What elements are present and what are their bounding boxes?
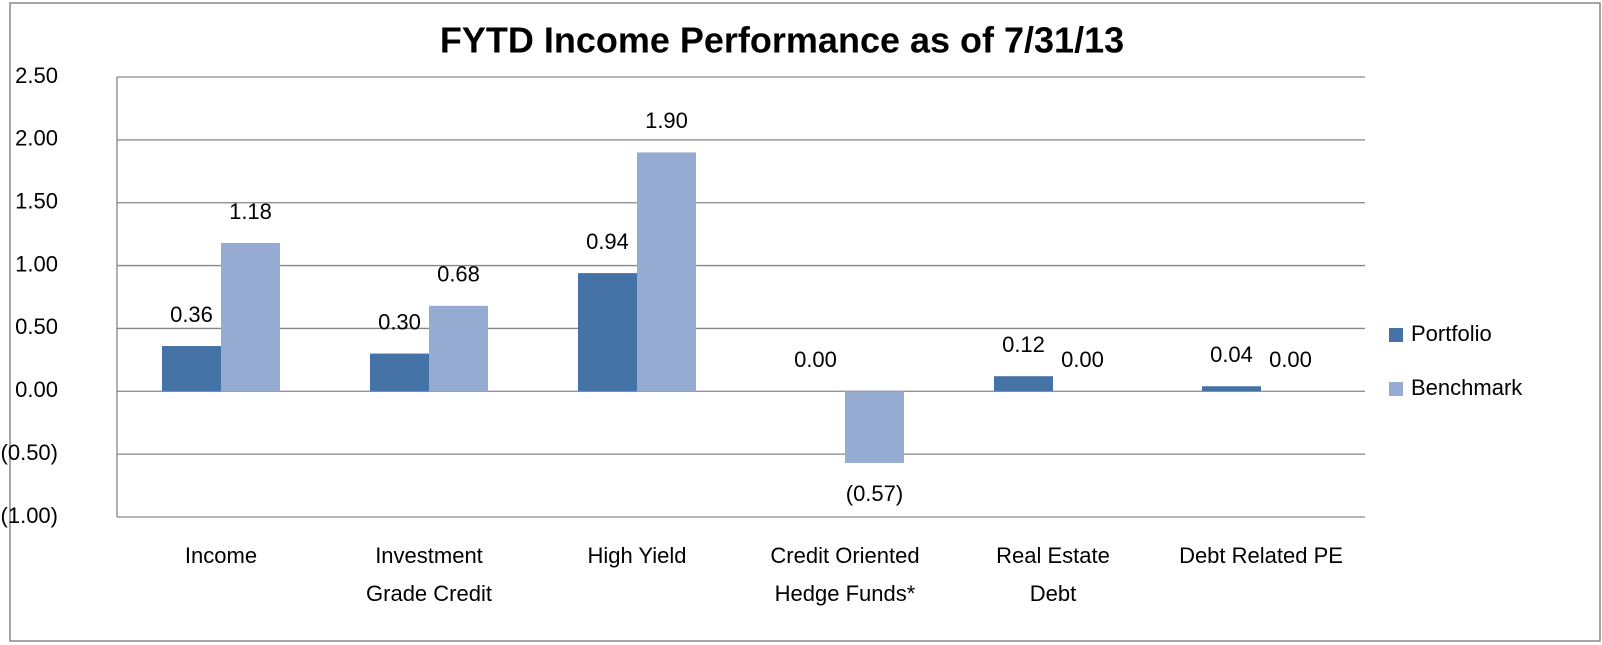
- y-tick-label: (1.00): [1, 503, 58, 528]
- chart-title: FYTD Income Performance as of 7/31/13: [440, 20, 1124, 61]
- y-tick-label: 2.00: [15, 126, 58, 151]
- data-label: (0.57): [846, 481, 903, 506]
- bar: [221, 242, 280, 392]
- legend-label: Benchmark: [1411, 375, 1523, 400]
- data-label: 1.18: [229, 199, 272, 224]
- x-tick-label: Investment Grade Credit: [366, 543, 492, 606]
- bar: [845, 391, 904, 463]
- data-label: 0.00: [1269, 347, 1312, 372]
- data-label: 0.36: [170, 302, 213, 327]
- bar: [1202, 386, 1261, 392]
- y-tick-label: 1.50: [15, 189, 58, 214]
- legend-swatch: [1389, 382, 1403, 396]
- y-tick-label: 2.50: [15, 63, 58, 88]
- data-label: 0.04: [1210, 342, 1253, 367]
- x-tick-label-box: Investment Grade Credit: [366, 543, 492, 606]
- legend-swatch: [1389, 328, 1403, 342]
- bar: [994, 376, 1053, 392]
- bar: [637, 152, 696, 392]
- data-label: 0.68: [437, 262, 480, 287]
- y-tick-label: 1.00: [15, 251, 58, 276]
- legend-label: Portfolio: [1411, 321, 1492, 346]
- x-tick-label-box: Income: [184, 543, 258, 568]
- bar: [162, 346, 221, 392]
- x-tick-label-box: Real Estate Debt: [996, 543, 1110, 606]
- bar: [429, 305, 488, 392]
- data-label: 1.90: [645, 108, 688, 133]
- bar: [370, 353, 429, 392]
- data-label: 0.00: [794, 347, 837, 372]
- x-tick-label: Debt Related PE: [1179, 543, 1343, 568]
- x-tick-label: High Yield: [587, 543, 687, 568]
- y-tick-label: (0.50): [1, 440, 58, 465]
- data-label: 0.94: [586, 229, 629, 254]
- x-tick-label: Income: [184, 543, 258, 568]
- x-tick-label-box: Credit Oriented Hedge Funds*: [770, 543, 920, 606]
- x-tick-label-box: Debt Related PE: [1179, 543, 1343, 568]
- data-label: 0.30: [378, 309, 421, 334]
- y-tick-label: 0.00: [15, 377, 58, 402]
- y-tick-label: 0.50: [15, 314, 58, 339]
- data-label: 0.12: [1002, 332, 1045, 357]
- bar: [578, 273, 637, 392]
- data-label: 0.00: [1061, 347, 1104, 372]
- x-tick-label: Credit Oriented Hedge Funds*: [770, 543, 920, 606]
- x-tick-label-box: High Yield: [587, 543, 687, 568]
- x-tick-label: Real Estate Debt: [996, 543, 1110, 606]
